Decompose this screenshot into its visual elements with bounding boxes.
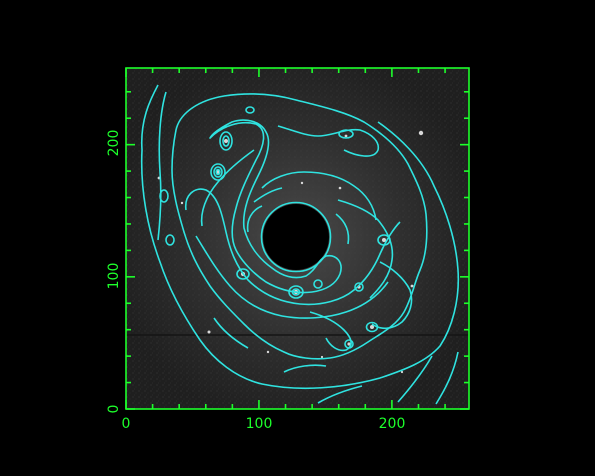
plot-frame: [125, 67, 470, 410]
contour-arm-inner-1: [209, 119, 342, 294]
x-tick-labels: 0 100 200: [122, 416, 406, 432]
contour-arm-inner-2: [184, 188, 401, 306]
y-tick-marks: [126, 90, 469, 410]
contours: [140, 84, 460, 405]
contour-arm-inner-3: [195, 235, 389, 319]
axes: [125, 67, 470, 410]
central-occulter: [263, 204, 329, 270]
x-tick-label-200: 200: [379, 416, 406, 432]
y-tick-label-200: 200: [106, 130, 122, 157]
contour-occulter-ring: [260, 201, 332, 273]
y-tick-label-0: 0: [106, 405, 122, 414]
y-tick-labels: 0 100 200: [106, 130, 122, 414]
x-tick-marks: [125, 68, 446, 409]
contour-arm-outer: [171, 93, 428, 360]
x-tick-label-0: 0: [122, 416, 131, 432]
contour-outer: [140, 84, 460, 390]
x-tick-label-100: 100: [246, 416, 273, 432]
image-panel: [126, 68, 469, 409]
y-tick-label-100: 100: [106, 263, 122, 290]
